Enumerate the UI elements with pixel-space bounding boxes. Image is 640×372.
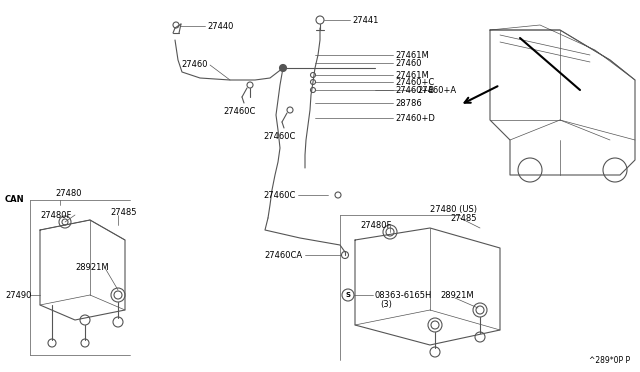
Text: 27460: 27460 bbox=[395, 58, 422, 67]
Text: CAN: CAN bbox=[5, 195, 24, 204]
Text: 27460+A: 27460+A bbox=[417, 86, 456, 94]
Text: 28786: 28786 bbox=[395, 99, 422, 108]
Text: 27490: 27490 bbox=[5, 291, 31, 299]
Text: 27460+B: 27460+B bbox=[395, 86, 435, 94]
Text: 27440: 27440 bbox=[207, 22, 234, 31]
Text: 27441: 27441 bbox=[352, 16, 378, 25]
Text: 27480: 27480 bbox=[55, 189, 81, 198]
Text: 27460: 27460 bbox=[182, 60, 208, 68]
Text: 27460+C: 27460+C bbox=[395, 77, 435, 87]
Text: ^289*0P P: ^289*0P P bbox=[589, 356, 630, 365]
Text: 27460+D: 27460+D bbox=[395, 113, 435, 122]
Text: 27460C: 27460C bbox=[224, 107, 256, 116]
Text: 28921M: 28921M bbox=[440, 291, 474, 299]
Text: 27485: 27485 bbox=[450, 214, 477, 222]
Text: 27461M: 27461M bbox=[395, 71, 429, 80]
Text: 27461M: 27461M bbox=[395, 51, 429, 60]
Text: 27460CA: 27460CA bbox=[265, 250, 303, 260]
Circle shape bbox=[280, 64, 287, 71]
Text: 27480F: 27480F bbox=[360, 221, 392, 230]
Text: 28921M: 28921M bbox=[75, 263, 109, 273]
Text: (3): (3) bbox=[380, 301, 392, 310]
Text: 27480 (US): 27480 (US) bbox=[430, 205, 477, 214]
Text: 27485: 27485 bbox=[110, 208, 136, 217]
Text: 27460C: 27460C bbox=[264, 190, 296, 199]
Text: 08363-6165H: 08363-6165H bbox=[375, 291, 433, 299]
Text: S: S bbox=[346, 292, 351, 298]
Text: 27460C: 27460C bbox=[264, 132, 296, 141]
Text: 27480F: 27480F bbox=[40, 211, 72, 219]
